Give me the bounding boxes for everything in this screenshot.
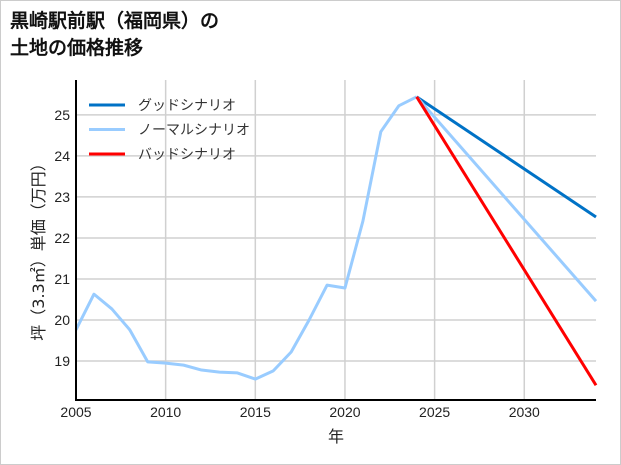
y-tick-label: 25 [54, 107, 70, 123]
history-line [74, 95, 418, 381]
scenario-line-1 [415, 95, 598, 303]
scenario-line-0 [415, 95, 597, 219]
x-tick-label: 2005 [60, 404, 91, 420]
x-tick-label: 2025 [419, 404, 450, 420]
title-line-2: 土地の価格推移 [10, 37, 144, 59]
y-tick-label: 23 [54, 189, 70, 205]
x-tick-label: 2020 [329, 404, 360, 420]
y-tick-label: 21 [54, 271, 70, 287]
legend-label: ノーマルシナリオ [138, 123, 250, 139]
x-tick-label: 2015 [240, 404, 271, 420]
legend-label: グッドシナリオ [138, 98, 236, 114]
title-line-1: 黒崎駅前駅（福岡県）の [10, 10, 220, 32]
y-tick-label: 19 [54, 353, 70, 369]
y-tick-label: 24 [54, 148, 70, 164]
scenario-line-2 [415, 96, 598, 387]
x-axis-label: 年 [328, 427, 344, 446]
y-axis-label: 坪（3.3㎡）単価（万円） [29, 155, 48, 340]
y-tick-label: 22 [54, 230, 70, 246]
legend-label: バッドシナリオ [138, 147, 236, 163]
x-tick-label: 2030 [509, 404, 540, 420]
chart-title: 黒崎駅前駅（福岡県）の 土地の価格推移 [10, 8, 219, 62]
x-tick-label: 2010 [150, 404, 181, 420]
y-tick-label: 20 [54, 312, 70, 328]
